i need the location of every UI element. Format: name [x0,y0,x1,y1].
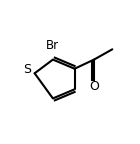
Text: O: O [89,80,99,93]
Text: S: S [23,63,31,76]
Text: Br: Br [46,39,60,52]
